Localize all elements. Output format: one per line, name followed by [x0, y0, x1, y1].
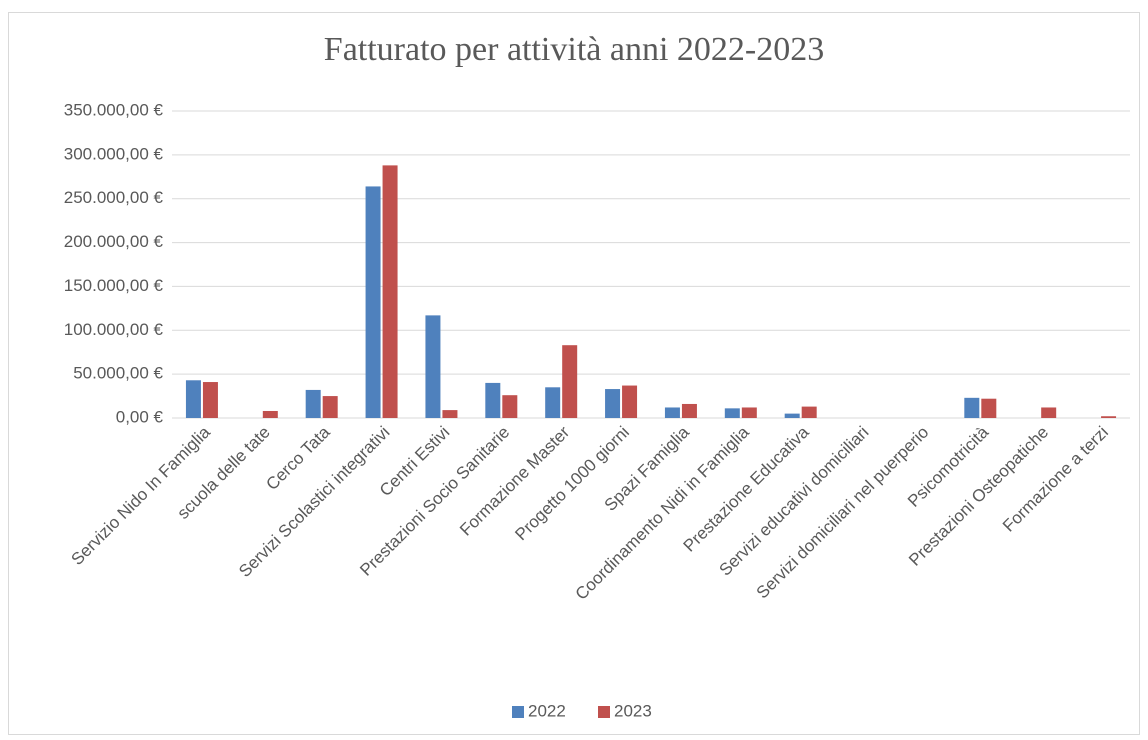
bar [741, 407, 757, 418]
bar [981, 398, 997, 418]
y-tick-label: 350.000,00 € [64, 100, 164, 119]
bar [622, 385, 638, 418]
bar [382, 165, 398, 418]
bar [562, 345, 578, 418]
y-tick-label: 50.000,00 € [73, 364, 163, 383]
legend-swatch [598, 706, 610, 718]
y-tick-label: 150.000,00 € [64, 276, 164, 295]
y-tick-label: 0,00 € [116, 407, 164, 426]
bar [185, 380, 201, 418]
bar [1101, 416, 1117, 418]
bar [1041, 407, 1057, 418]
y-tick-label: 100.000,00 € [64, 320, 164, 339]
bar [322, 396, 338, 418]
y-tick-label: 250.000,00 € [64, 188, 164, 207]
bar [801, 406, 817, 418]
bar [784, 413, 800, 418]
bar [605, 389, 621, 418]
bar [502, 395, 518, 418]
bar [545, 387, 561, 418]
bar [305, 389, 321, 418]
bar [262, 410, 278, 418]
chart-title: Fatturato per attività anni 2022-2023 [324, 31, 824, 68]
bar [202, 382, 218, 418]
legend-label: 2022 [528, 701, 566, 720]
y-tick-label: 200.000,00 € [64, 232, 164, 251]
bar [442, 410, 458, 418]
bar [724, 408, 740, 418]
bar [365, 186, 381, 418]
legend-label: 2023 [614, 701, 652, 720]
bar [485, 382, 501, 418]
bar [664, 407, 680, 418]
legend-swatch [512, 706, 524, 718]
bar [681, 403, 697, 418]
bar [425, 315, 441, 418]
y-tick-label: 300.000,00 € [64, 144, 164, 163]
bar [964, 397, 980, 418]
